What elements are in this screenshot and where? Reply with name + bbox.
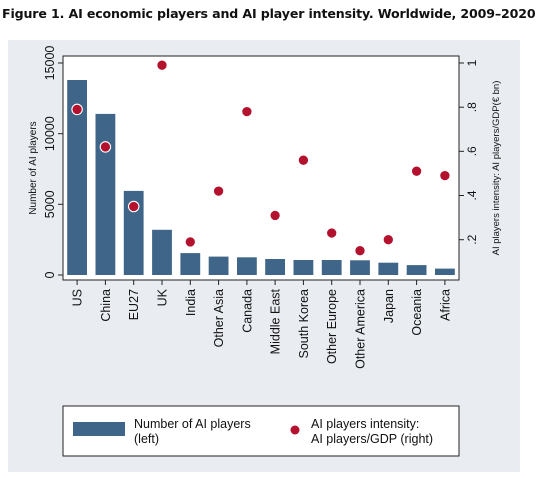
bar-other-america (350, 260, 370, 275)
left-axis: 0 5000 10000 15000 (43, 46, 63, 278)
x-tick-label: US (71, 289, 85, 306)
intensity-dot-other-europe (325, 227, 338, 239)
legend-bar-label-line2: (left) (134, 432, 159, 446)
intensity-dot-africa (439, 169, 451, 182)
y-tick-label: 15000 (43, 46, 57, 81)
intensity-dot-india (184, 236, 197, 248)
x-tick-label: Africa (438, 289, 452, 321)
x-tick-label: China (99, 289, 113, 322)
bar-eu27 (123, 190, 144, 275)
x-tick-label: Oceania (410, 289, 424, 336)
intensity-dot-other-america (354, 244, 366, 257)
y-tick-label: 0 (43, 271, 57, 278)
x-tick-label: Other Europe (325, 289, 339, 364)
intensity-dot-other-asia (212, 185, 225, 197)
y2-tick-label: .4 (465, 190, 479, 200)
plot-area (62, 55, 460, 281)
x-tick-label: Other Asia (212, 289, 226, 347)
y2-tick-label: .8 (465, 102, 479, 112)
x-tick-label: Middle East (269, 288, 283, 354)
bar-canada (237, 257, 257, 275)
intensity-dot-uk (156, 59, 168, 71)
intensity-dot-south-korea (297, 154, 310, 166)
y2-tick-label: 1 (465, 59, 479, 66)
bar-china (95, 113, 116, 276)
legend-dot-label-line1: AI players intensity: (311, 417, 419, 431)
figure-title: Figure 1. AI economic players and AI pla… (2, 6, 536, 21)
x-tick-label: Other America (354, 289, 368, 369)
x-tick-label: Canada (240, 289, 254, 333)
intensity-dot-us (71, 103, 83, 116)
bar-south-korea (293, 260, 314, 275)
intensity-dot-china (99, 141, 112, 153)
bar-india (180, 253, 201, 275)
intensity-dot-japan (382, 233, 395, 246)
y2-axis-title: AI players intensity: AI players/GDP(€ b… (491, 81, 502, 256)
legend-dot-label-line2: AI players/GDP (right) (311, 432, 433, 446)
right-axis: .2 .4 .6 .8 1 (459, 59, 479, 245)
y2-tick-label: .6 (465, 146, 479, 156)
legend-dot-swatch (290, 425, 300, 435)
bars-layer (67, 80, 455, 276)
dots-layer (71, 59, 451, 257)
intensity-dot-oceania (410, 165, 423, 177)
y2-tick-label: .2 (465, 234, 479, 244)
legend-bar-label-line1: Number of AI players (134, 417, 251, 431)
legend-bar-swatch (73, 422, 125, 436)
x-tick-label: UK (156, 288, 170, 306)
y-axis-title: Number of AI players (28, 121, 39, 214)
bar-other-europe (321, 260, 342, 275)
x-axis: US China EU27 UK India Other Asia Canada Middle… (71, 280, 452, 369)
bar-middle-east (265, 259, 285, 275)
x-tick-label: South Korea (297, 289, 311, 359)
x-tick-label: EU27 (127, 289, 141, 320)
legend: Number of AI players (left) AI players i… (62, 405, 460, 457)
bar-other-asia (208, 256, 229, 275)
x-tick-label: Japan (382, 289, 396, 323)
intensity-dot-middle-east (269, 209, 281, 222)
bar-uk (152, 229, 172, 275)
bar-japan (378, 262, 399, 275)
legend-box (62, 405, 460, 457)
intensity-dot-canada (241, 105, 253, 118)
x-tick-label: India (184, 289, 198, 316)
bar-africa (435, 268, 455, 275)
bar-us (67, 80, 87, 275)
y-tick-label: 5000 (43, 190, 57, 218)
bar-oceania (406, 265, 427, 275)
y-tick-label: 10000 (43, 116, 57, 151)
intensity-dot-eu27 (127, 200, 140, 213)
